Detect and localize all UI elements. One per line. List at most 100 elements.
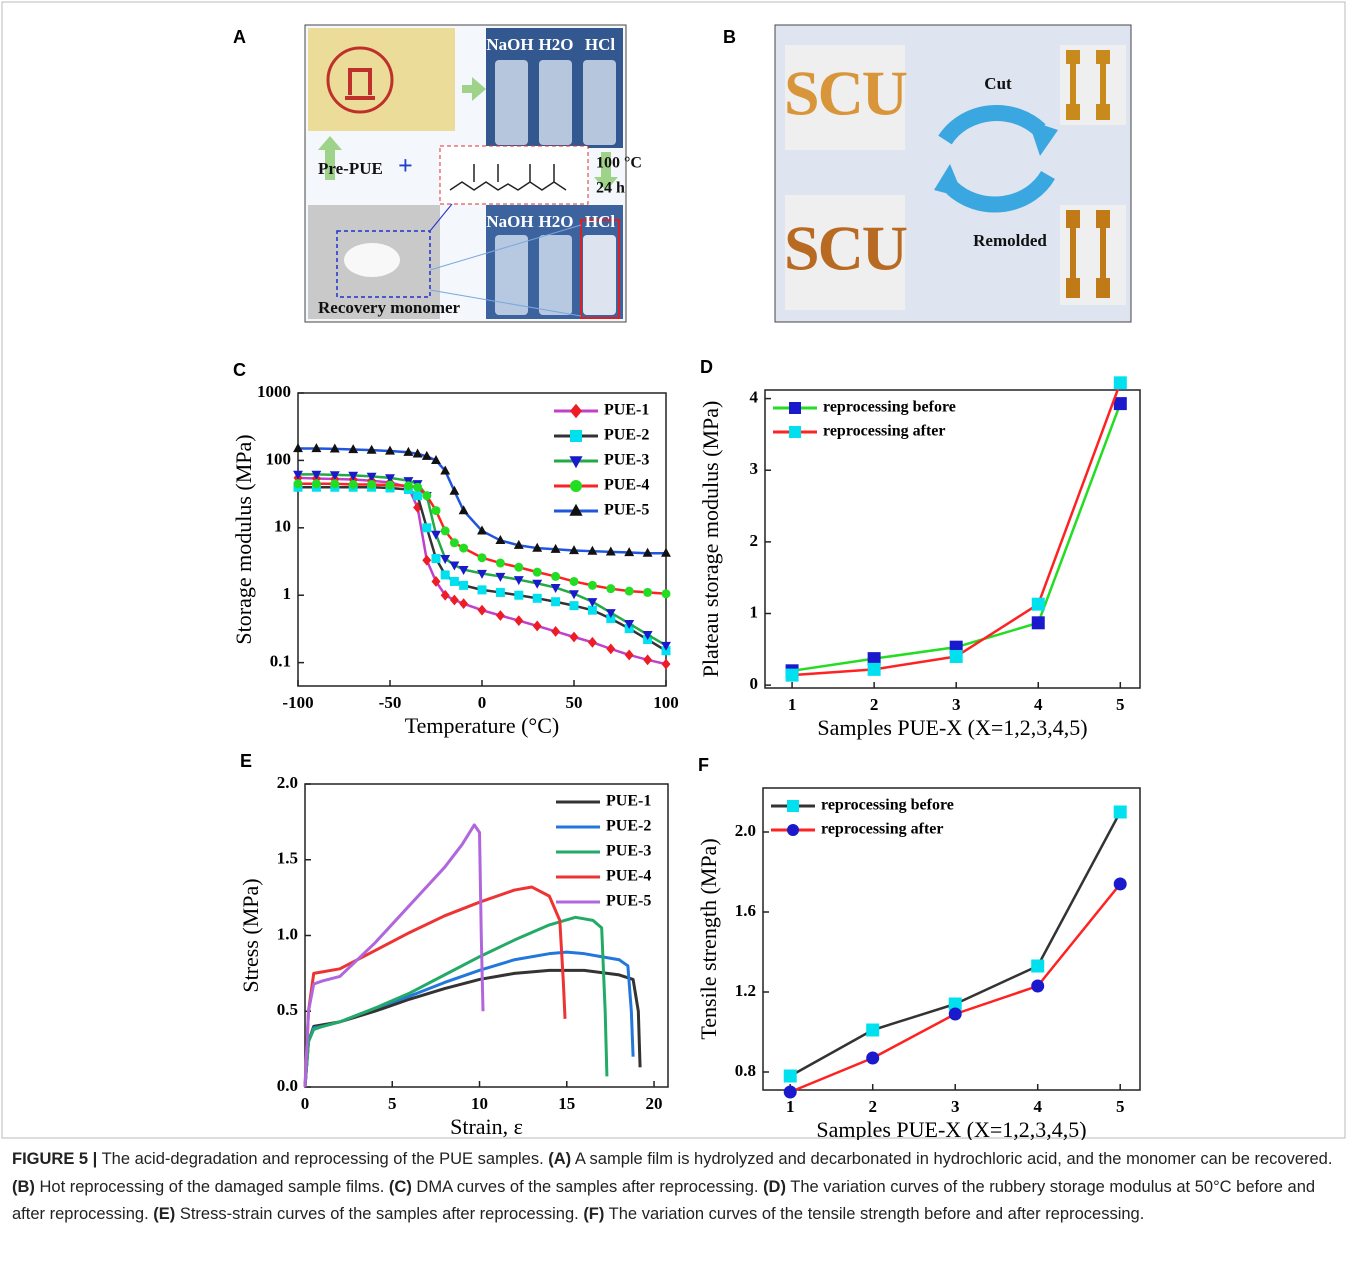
y-tick-label: 1.0 bbox=[277, 924, 298, 943]
marker bbox=[624, 586, 634, 596]
y-tick-label: 0 bbox=[750, 674, 759, 693]
caption-segment: (F) bbox=[583, 1205, 605, 1223]
marker bbox=[477, 553, 487, 563]
y-axis-label: Stress (MPa) bbox=[238, 878, 263, 992]
marker bbox=[785, 668, 799, 682]
marker bbox=[422, 523, 432, 533]
dogbone bbox=[1066, 50, 1110, 120]
x-axis-label: Strain, ε bbox=[450, 1114, 523, 1139]
marker bbox=[477, 569, 487, 579]
legend-label: reprocessing after bbox=[821, 821, 943, 838]
x-tick-label: 5 bbox=[1116, 1097, 1125, 1116]
x-tick-label: 2 bbox=[870, 695, 879, 714]
series-line bbox=[303, 950, 635, 1088]
marker bbox=[551, 626, 561, 637]
structure bbox=[449, 164, 567, 191]
marker bbox=[551, 571, 561, 581]
word: SCU bbox=[784, 58, 907, 129]
marker bbox=[789, 402, 801, 414]
marker bbox=[605, 546, 616, 556]
marker bbox=[385, 474, 395, 484]
marker bbox=[948, 1007, 962, 1021]
y-tick-label: 4 bbox=[750, 388, 759, 407]
marker bbox=[514, 590, 524, 600]
marker bbox=[605, 609, 616, 619]
y-tick-label: 2.0 bbox=[277, 773, 298, 792]
marker bbox=[569, 545, 579, 555]
seal bbox=[345, 68, 375, 100]
marker bbox=[948, 997, 962, 1011]
marker bbox=[1113, 376, 1127, 390]
y-tick-label: 1000 bbox=[257, 382, 291, 401]
marker bbox=[606, 614, 616, 624]
marker bbox=[403, 481, 413, 491]
panel-letter: F bbox=[698, 755, 709, 775]
marker bbox=[458, 565, 469, 575]
caption-segment: Hot reprocessing of the damaged sample f… bbox=[34, 1177, 389, 1196]
step-label: Remolded bbox=[973, 231, 1047, 250]
marker bbox=[440, 570, 450, 580]
marker bbox=[661, 589, 671, 599]
marker bbox=[385, 445, 395, 455]
y-tick-label: 1 bbox=[283, 584, 292, 603]
y-tick-label: 0.1 bbox=[270, 652, 291, 671]
caption-segment: The acid-degradation and reprocessing of… bbox=[97, 1150, 549, 1168]
y-tick-label: 2 bbox=[750, 531, 759, 550]
marker bbox=[477, 585, 487, 595]
marker bbox=[866, 1051, 880, 1065]
series-line bbox=[789, 883, 1122, 1094]
marker bbox=[569, 456, 583, 469]
vial bbox=[583, 60, 616, 145]
marker bbox=[643, 587, 653, 597]
marker bbox=[495, 610, 505, 621]
marker bbox=[550, 543, 561, 553]
marker bbox=[431, 576, 441, 587]
product: Recovery monomer bbox=[318, 298, 461, 317]
panel-letter: E bbox=[240, 751, 252, 771]
marker bbox=[413, 491, 423, 501]
marker bbox=[661, 658, 671, 670]
x-tick-label: -100 bbox=[282, 693, 313, 712]
connector bbox=[429, 289, 582, 317]
marker bbox=[1113, 877, 1127, 891]
reagent-label: HCl bbox=[585, 35, 616, 54]
marker bbox=[1031, 979, 1045, 993]
marker bbox=[449, 561, 460, 571]
y-tick-label: 100 bbox=[266, 449, 292, 468]
x-tick-label: 10 bbox=[471, 1094, 488, 1113]
caption-segment: (B) bbox=[12, 1177, 35, 1196]
x-tick-label: 3 bbox=[952, 695, 961, 714]
marker bbox=[867, 662, 881, 676]
panel-letter: A bbox=[233, 27, 246, 47]
marker bbox=[403, 446, 414, 456]
marker bbox=[569, 631, 579, 643]
marker bbox=[477, 604, 487, 616]
marker bbox=[866, 1023, 880, 1037]
legend-label: PUE-1 bbox=[606, 793, 651, 810]
marker bbox=[311, 443, 322, 453]
marker bbox=[514, 615, 524, 627]
marker bbox=[449, 485, 460, 495]
vial bbox=[539, 60, 572, 145]
marker bbox=[949, 649, 963, 663]
panel-a: NaOH H2O HCl Pre-PUE + 100 °C 24 h Recov… bbox=[304, 24, 642, 323]
y-axis-label: Storage modulus (MPa) bbox=[231, 434, 256, 644]
y-tick-label: 0.8 bbox=[735, 1061, 756, 1080]
plus: + bbox=[398, 151, 413, 180]
marker bbox=[421, 450, 432, 460]
legend-label: PUE-2 bbox=[606, 818, 651, 835]
series-line bbox=[298, 447, 666, 555]
x-tick-label: 0 bbox=[301, 1094, 310, 1113]
caption-segment: A sample film is hydrolyzed and decarbon… bbox=[571, 1150, 1333, 1168]
legend-label: PUE-5 bbox=[604, 502, 649, 519]
marker bbox=[422, 491, 432, 501]
marker bbox=[1031, 597, 1045, 611]
marker bbox=[783, 1085, 797, 1099]
panel-letter: C bbox=[233, 360, 246, 380]
vial bbox=[583, 235, 616, 315]
series-line bbox=[303, 885, 567, 1088]
legend-label: PUE-1 bbox=[604, 402, 649, 419]
marker bbox=[1031, 616, 1045, 630]
marker bbox=[329, 471, 340, 481]
x-tick-label: 3 bbox=[951, 1097, 960, 1116]
